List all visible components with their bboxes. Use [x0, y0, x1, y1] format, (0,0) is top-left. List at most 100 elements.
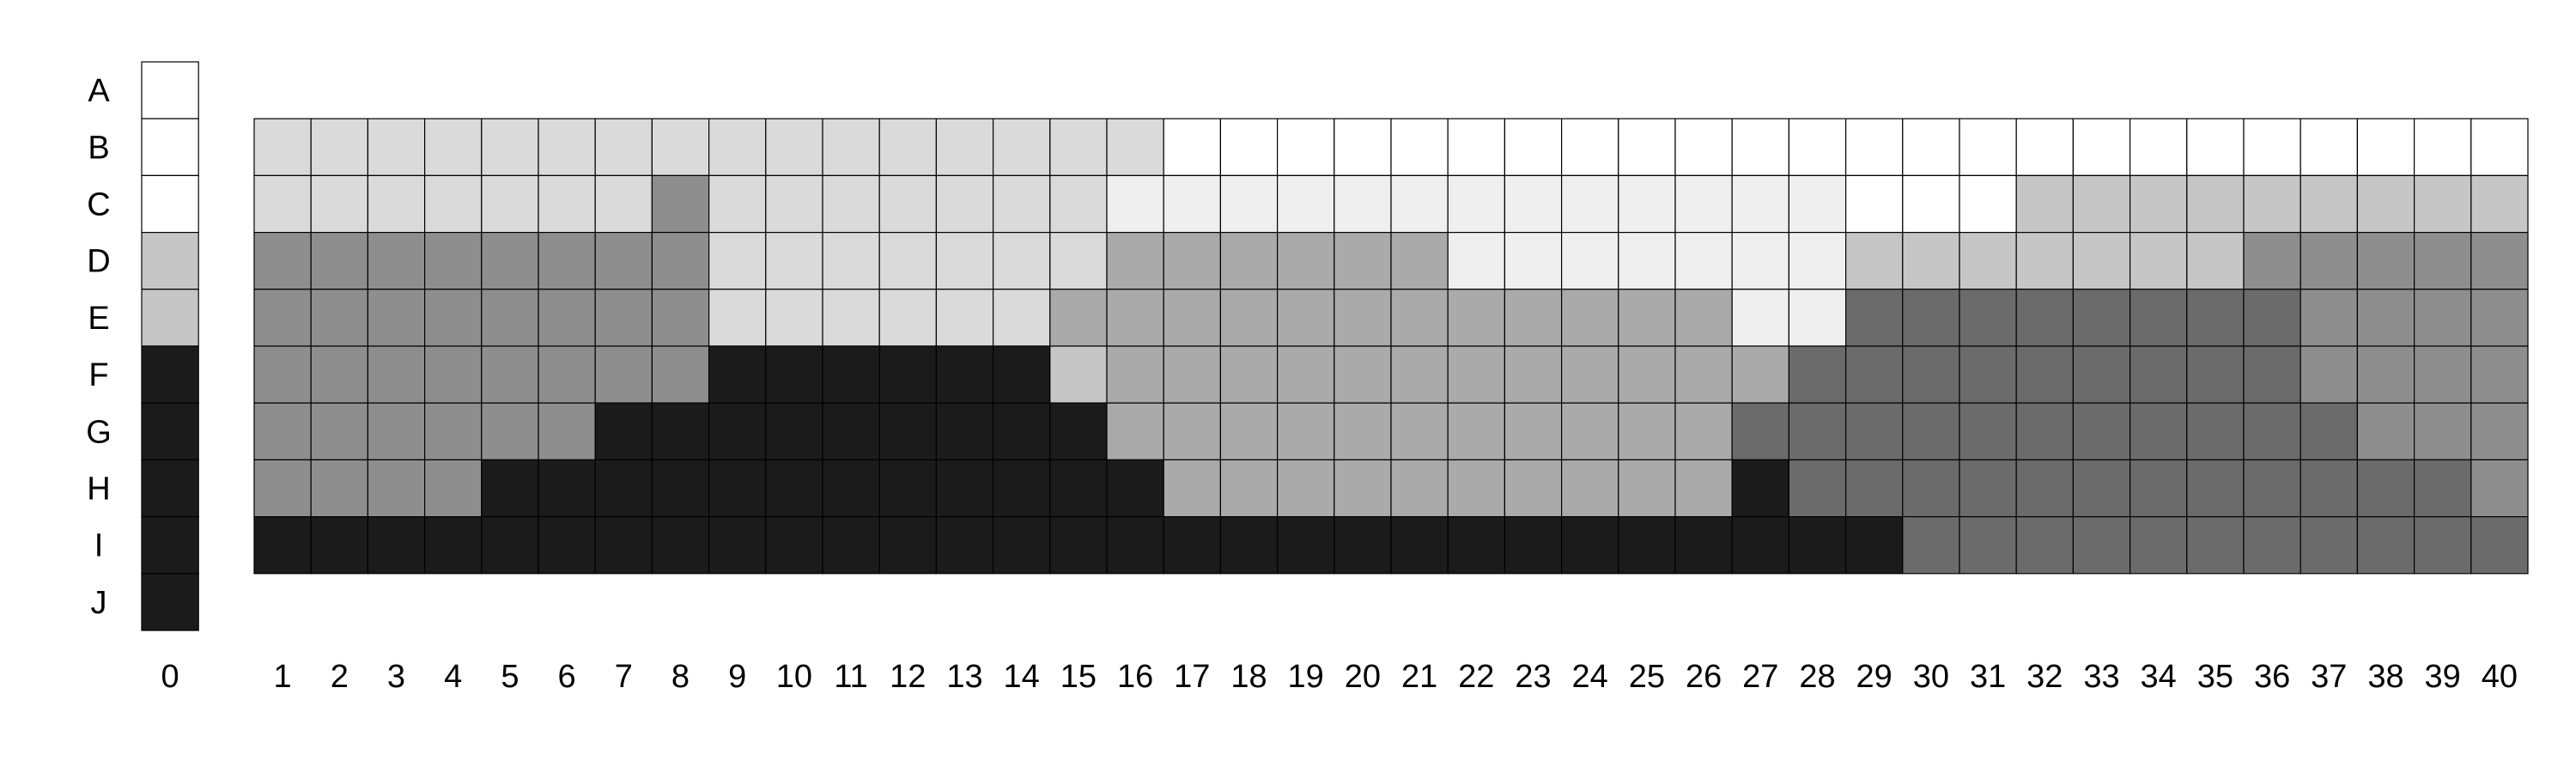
cell-I-24 [1560, 515, 1619, 575]
cell-D-31 [1959, 232, 2017, 290]
cell-I-11 [822, 515, 880, 575]
cell-F-15 [1049, 345, 1108, 404]
cell-D-38 [2356, 232, 2415, 290]
column-label-27: 27 [1742, 659, 1778, 695]
cell-I-23 [1504, 515, 1563, 575]
cell-G-7 [594, 402, 653, 461]
cell-E-25 [1618, 289, 1676, 347]
cell-G-1 [253, 402, 312, 461]
row-label-C: C [87, 187, 110, 223]
cell-B-37 [2300, 118, 2358, 176]
cell-I-12 [878, 515, 937, 575]
cell-D-21 [1390, 232, 1449, 290]
cell-I-10 [765, 515, 823, 575]
column-label-35: 35 [2197, 659, 2233, 695]
column-label-29: 29 [1856, 659, 1893, 695]
cell-C-26 [1674, 174, 1733, 234]
cell-C-13 [935, 174, 994, 234]
cell-D-30 [1902, 232, 1960, 290]
cell-E-26 [1674, 289, 1733, 347]
cell-C-23 [1504, 174, 1563, 234]
cell-F-33 [2072, 345, 2131, 404]
cell-G-36 [2243, 402, 2301, 461]
row-label-G: G [86, 414, 112, 450]
cell-F-6 [538, 345, 596, 404]
cell-G-32 [2015, 402, 2074, 461]
cell-B-25 [1618, 118, 1676, 176]
column-label-22: 22 [1458, 659, 1494, 695]
cell-D-10 [765, 232, 823, 290]
cell-G-38 [2356, 402, 2415, 461]
row-label-F: F [88, 357, 108, 393]
cell-E-24 [1560, 289, 1619, 347]
cell-B-33 [2072, 118, 2131, 176]
cell-D-16 [1106, 232, 1164, 290]
column-label-6: 6 [558, 659, 576, 695]
cell-B-4 [424, 118, 483, 176]
cell-F-21 [1390, 345, 1449, 404]
cell-B-21 [1390, 118, 1449, 176]
ref-cell-G [141, 402, 199, 461]
column-label-21: 21 [1401, 659, 1437, 695]
ref-cell-E [141, 289, 199, 347]
cell-G-17 [1163, 402, 1221, 461]
cell-D-4 [424, 232, 483, 290]
column-label-28: 28 [1799, 659, 1835, 695]
cell-G-34 [2129, 402, 2188, 461]
cell-G-33 [2072, 402, 2131, 461]
cell-E-38 [2356, 289, 2415, 347]
cell-G-10 [765, 402, 823, 461]
cell-B-32 [2015, 118, 2074, 176]
cell-H-35 [2186, 459, 2245, 518]
column-label-5: 5 [501, 659, 519, 695]
cell-E-35 [2186, 289, 2245, 347]
cell-G-26 [1674, 402, 1733, 461]
cell-D-2 [310, 232, 369, 290]
cell-D-15 [1049, 232, 1108, 290]
cell-D-6 [538, 232, 596, 290]
cell-E-31 [1959, 289, 2017, 347]
cell-I-40 [2470, 515, 2529, 575]
cell-B-28 [1788, 118, 1847, 176]
cell-H-40 [2470, 459, 2529, 518]
column-label-17: 17 [1174, 659, 1210, 695]
cell-E-30 [1902, 289, 1960, 347]
ref-cell-J [141, 573, 199, 631]
cell-F-5 [481, 345, 539, 404]
column-label-40: 40 [2482, 659, 2518, 695]
cell-F-3 [367, 345, 426, 404]
cell-I-33 [2072, 515, 2131, 575]
cell-H-13 [935, 459, 994, 518]
cell-B-34 [2129, 118, 2188, 176]
cell-F-23 [1504, 345, 1563, 404]
cell-G-8 [651, 402, 710, 461]
cell-C-7 [594, 174, 653, 234]
column-label-38: 38 [2367, 659, 2403, 695]
cell-H-29 [1845, 459, 1904, 518]
cell-I-32 [2015, 515, 2074, 575]
cell-F-16 [1106, 345, 1164, 404]
cell-H-11 [822, 459, 880, 518]
cell-C-28 [1788, 174, 1847, 234]
cell-G-23 [1504, 402, 1563, 461]
cell-F-38 [2356, 345, 2415, 404]
column-label-34: 34 [2141, 659, 2177, 695]
cell-H-33 [2072, 459, 2131, 518]
cell-F-32 [2015, 345, 2074, 404]
column-label-23: 23 [1515, 659, 1551, 695]
cell-E-16 [1106, 289, 1164, 347]
cell-H-36 [2243, 459, 2301, 518]
cell-I-36 [2243, 515, 2301, 575]
heatmap-grid [253, 118, 2529, 575]
cell-H-19 [1276, 459, 1335, 518]
cell-H-15 [1049, 459, 1108, 518]
row-label-J: J [91, 585, 107, 621]
cell-F-39 [2414, 345, 2472, 404]
cell-I-38 [2356, 515, 2415, 575]
cell-D-14 [992, 232, 1051, 290]
cell-B-38 [2356, 118, 2415, 176]
cell-B-40 [2470, 118, 2529, 176]
column-label-14: 14 [1004, 659, 1040, 695]
cell-B-11 [822, 118, 880, 176]
